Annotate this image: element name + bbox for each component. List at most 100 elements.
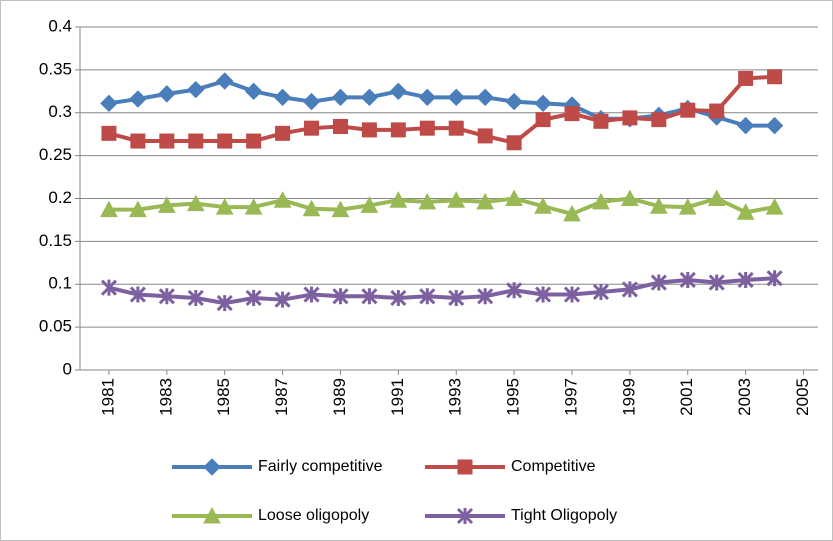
data-point: [302, 92, 321, 111]
data-point: [765, 198, 784, 215]
legend-label: Fairly competitive: [258, 458, 383, 475]
data-point: [622, 110, 638, 126]
x-tick-label: 1993: [446, 378, 465, 416]
data-point: [332, 288, 349, 305]
data-point: [158, 288, 175, 305]
y-tick-label: 0: [63, 359, 72, 378]
data-point: [418, 192, 437, 210]
data-point: [187, 80, 205, 99]
y-tick-label: 0.1: [48, 274, 72, 293]
data-point: [765, 116, 784, 135]
data-point: [390, 122, 406, 138]
data-point: [159, 133, 175, 149]
data-point: [273, 88, 292, 107]
data-point: [709, 103, 725, 119]
data-point: [245, 289, 262, 307]
data-point: [100, 94, 118, 113]
legend-marker: [203, 458, 221, 476]
data-point: [419, 120, 435, 136]
data-point: [244, 198, 263, 215]
data-point: [506, 135, 522, 151]
y-tick-label: 0.3: [48, 102, 72, 121]
data-point: [650, 274, 667, 291]
data-point: [737, 271, 754, 289]
series-line: [108, 276, 775, 306]
data-point: [275, 125, 291, 141]
data-point: [766, 270, 783, 287]
data-point: [535, 112, 551, 128]
data-point: [389, 82, 408, 101]
data-point: [216, 295, 233, 312]
data-point: [129, 200, 147, 218]
data-point: [592, 192, 610, 210]
data-point: [448, 289, 465, 307]
legend-label: Tight Oligopoly: [511, 507, 617, 524]
data-point: [390, 289, 407, 307]
x-tick-label: 1985: [214, 378, 233, 416]
data-point: [188, 133, 204, 149]
data-point: [649, 197, 668, 214]
data-point: [215, 198, 234, 215]
data-point: [331, 200, 350, 218]
data-point: [534, 94, 552, 113]
data-point: [592, 283, 610, 301]
data-point: [736, 116, 755, 135]
data-point: [738, 70, 754, 86]
data-point: [360, 88, 379, 107]
data-point: [215, 72, 234, 90]
data-point: [767, 69, 783, 85]
legend-marker: [456, 507, 474, 525]
x-tick-label: 2005: [793, 378, 812, 416]
data-point: [332, 118, 348, 134]
data-point: [707, 189, 726, 206]
data-point: [244, 82, 263, 101]
data-point: [331, 88, 350, 107]
data-point: [157, 196, 176, 213]
legend-label: Competitive: [511, 458, 596, 475]
data-point: [505, 189, 523, 206]
data-point: [361, 288, 378, 305]
data-point: [360, 196, 379, 213]
data-point: [129, 90, 147, 108]
data-point: [476, 192, 495, 210]
y-tick-label: 0.2: [48, 188, 72, 207]
data-point: [679, 271, 696, 289]
y-tick-label: 0.35: [39, 59, 72, 78]
x-tick-label: 2003: [735, 378, 754, 416]
legend-marker: [203, 506, 221, 524]
data-point: [389, 191, 408, 208]
x-tick-label: 1995: [504, 378, 523, 416]
legend-label: Loose oligopoly: [258, 507, 369, 524]
data-point: [246, 133, 262, 149]
data-point: [101, 125, 117, 141]
x-tick-label: 1983: [156, 378, 175, 416]
data-point: [563, 286, 581, 303]
data-point: [564, 106, 580, 122]
data-point: [419, 288, 436, 305]
data-point: [477, 128, 493, 144]
x-tick-label: 1997: [561, 378, 580, 416]
data-point: [217, 133, 233, 149]
data-point: [447, 191, 466, 208]
data-point: [621, 189, 639, 206]
y-tick-label: 0.05: [39, 317, 72, 336]
data-point: [187, 289, 204, 307]
data-point: [563, 204, 581, 222]
data-point: [506, 282, 523, 299]
y-tick-label: 0.25: [39, 145, 72, 164]
data-point: [651, 112, 667, 128]
data-point: [476, 88, 494, 107]
y-tick-label: 0.15: [39, 231, 72, 250]
x-tick-label: 1991: [388, 378, 407, 416]
data-point: [593, 113, 609, 129]
data-point: [505, 92, 523, 111]
legend-marker: [457, 459, 473, 475]
data-point: [680, 102, 696, 118]
data-point: [534, 197, 552, 214]
x-tick-label: 1989: [330, 378, 349, 416]
data-point: [361, 122, 377, 138]
y-tick-label: 0.4: [48, 16, 72, 35]
